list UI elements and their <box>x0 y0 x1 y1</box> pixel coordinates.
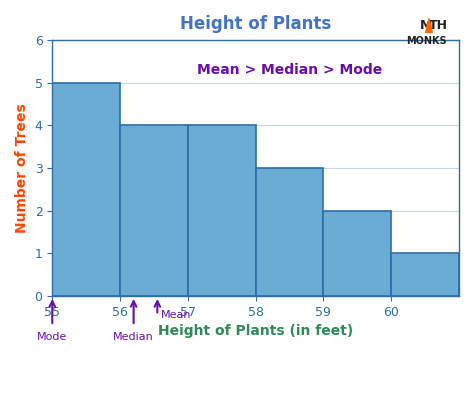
Text: MONKS: MONKS <box>406 36 447 46</box>
Bar <box>120 126 188 296</box>
Bar <box>391 253 459 296</box>
Text: Mean > Median > Mode: Mean > Median > Mode <box>197 63 382 77</box>
Bar <box>52 83 120 296</box>
X-axis label: Height of Plants (in feet): Height of Plants (in feet) <box>158 324 353 339</box>
Text: TH: TH <box>429 19 448 32</box>
Bar <box>323 211 391 296</box>
Text: M: M <box>419 19 432 32</box>
Y-axis label: Number of Trees: Number of Trees <box>15 103 29 233</box>
Text: Mean: Mean <box>161 310 191 320</box>
Title: Height of Plants: Height of Plants <box>180 15 331 33</box>
Bar <box>188 126 255 296</box>
Text: Mode: Mode <box>37 332 67 343</box>
Text: Median: Median <box>113 332 154 343</box>
Bar <box>255 168 323 296</box>
